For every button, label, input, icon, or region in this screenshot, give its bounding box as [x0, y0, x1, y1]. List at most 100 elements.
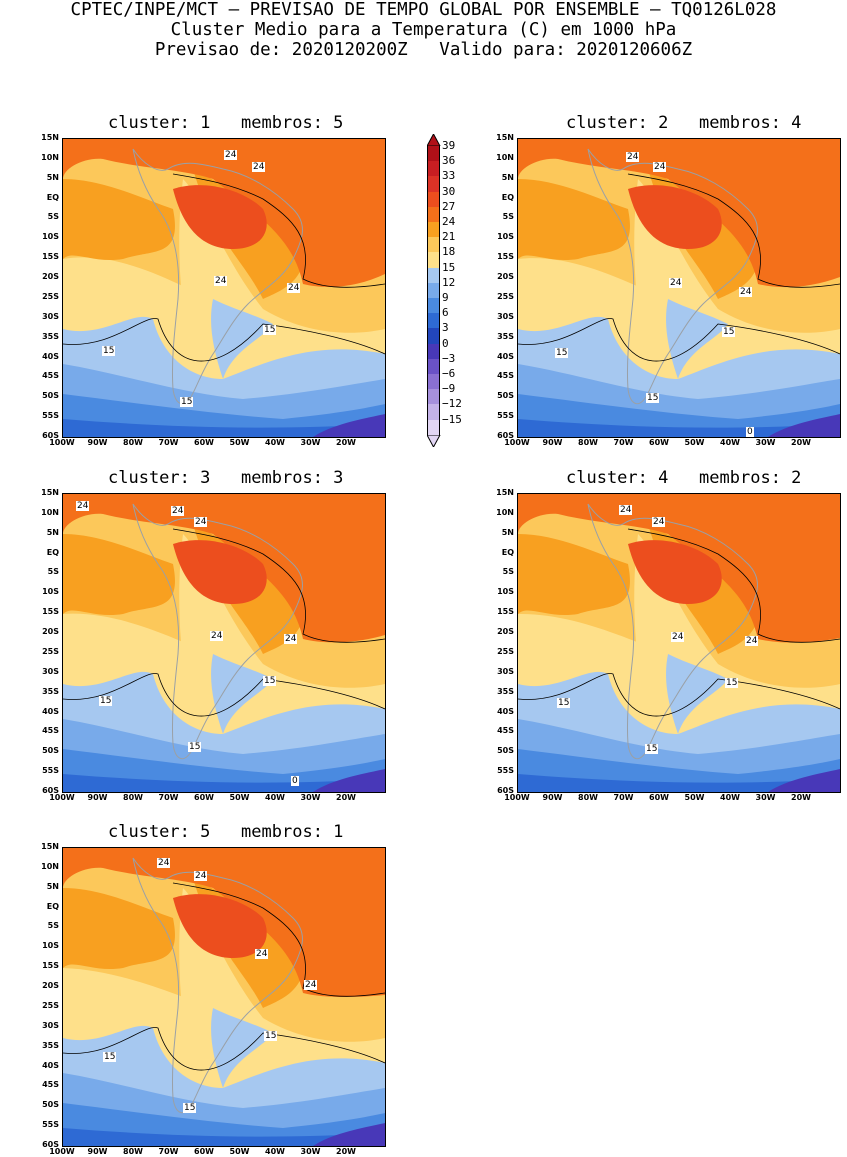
legend-label: 0 [442, 336, 449, 350]
lat-tick-label: 20S [42, 272, 59, 282]
contour-label: 24 [653, 162, 667, 172]
lat-tick-label: 20S [497, 272, 514, 282]
contour-label: 24 [626, 152, 640, 162]
isotherm-24 [172, 528, 385, 643]
lon-tick-label: 30W [300, 438, 321, 447]
lat-tick-label: 55S [42, 411, 59, 421]
lat-tick-label: 40S [42, 351, 59, 361]
lon-tick-label: 20W [791, 793, 811, 802]
lon-tick-label: 70W [158, 1147, 179, 1156]
lat-tick-label: 35S [497, 331, 514, 341]
lon-tick-label: 50W [229, 1147, 250, 1156]
contour-label: 15 [263, 676, 277, 686]
lat-tick-label: 50S [497, 391, 514, 401]
contour-label: 24 [669, 278, 683, 288]
contour-label: 24 [619, 505, 633, 515]
legend-swatch [427, 191, 440, 207]
lat-tick-label: 5S [47, 212, 59, 222]
contour-label: 15 [180, 397, 194, 407]
contour-label: 15 [646, 393, 660, 403]
lon-tick-label: 50W [684, 793, 705, 802]
lon-tick-label: 30W [300, 793, 321, 802]
legend-swatch [427, 146, 440, 162]
contour-label: 24 [671, 632, 685, 642]
panel-title: cluster: 5 membros: 1 [108, 822, 344, 842]
lat-tick-label: 45S [42, 726, 59, 736]
lat-tick-label: 20S [42, 981, 59, 991]
contour-label: 0 [746, 427, 754, 437]
isotherm-24 [172, 882, 385, 997]
lat-tick-label: 5N [501, 172, 514, 182]
isotherm-15 [63, 673, 385, 717]
lat-tick-label: 25S [42, 291, 59, 301]
lon-tick-label: 40W [265, 1147, 285, 1156]
lat-tick-label: 10N [496, 507, 514, 517]
legend-swatch [427, 419, 440, 435]
legend-label: 6 [442, 306, 449, 320]
legend-swatch [427, 389, 440, 405]
contour-label: 24 [745, 636, 759, 646]
lat-tick-label: EQ [501, 192, 514, 202]
lat-tick-label: 25S [42, 646, 59, 656]
lat-tick-label: 5N [46, 527, 59, 537]
lat-tick-label: 15N [41, 488, 59, 497]
lon-tick-label: 20W [336, 793, 356, 802]
legend-swatch [427, 161, 440, 177]
lon-tick-label: 100W [49, 438, 75, 447]
contour-label: 15 [555, 348, 569, 358]
lon-tick-label: 30W [755, 438, 776, 447]
contour-label: 24 [287, 283, 301, 293]
panel-title: cluster: 1 membros: 5 [108, 113, 344, 133]
lon-tick-label: 40W [720, 438, 740, 447]
lat-tick-label: 25S [42, 1000, 59, 1010]
lon-tick-label: 100W [49, 1147, 75, 1156]
lat-tick-label: 15S [42, 961, 59, 971]
legend-label: 24 [442, 215, 456, 228]
legend-label: 30 [442, 184, 456, 198]
lat-tick-label: EQ [46, 192, 59, 202]
lat-tick-label: 40S [42, 706, 59, 716]
lon-tick-label: 60W [649, 793, 669, 802]
lon-tick-label: 90W [87, 438, 108, 447]
lat-tick-label: 5S [47, 567, 59, 577]
lat-tick-label: 55S [497, 411, 514, 421]
lat-tick-label: 55S [42, 766, 59, 776]
lat-tick-label: 40S [497, 351, 514, 361]
lon-tick-label: 60W [194, 1147, 214, 1156]
lat-tick-label: 15N [41, 842, 59, 851]
contour-label: 15 [183, 1103, 197, 1113]
contour-label: 24 [210, 631, 224, 641]
lat-tick-label: 30S [42, 1020, 59, 1030]
legend-swatch [427, 343, 440, 359]
lat-tick-label: 45S [497, 371, 514, 381]
panel-title: cluster: 3 membros: 3 [108, 468, 344, 488]
lat-tick-label: 50S [42, 391, 59, 401]
lat-tick-label: 50S [42, 1100, 59, 1110]
legend-swatch [427, 222, 440, 238]
lat-tick-label: 5S [502, 567, 514, 577]
coastline [587, 148, 758, 405]
lat-tick-label: 20S [42, 627, 59, 637]
contour-label: 15 [557, 698, 571, 708]
lat-tick-label: 5N [46, 172, 59, 182]
lat-tick-label: 30S [42, 311, 59, 321]
lat-tick-label: EQ [501, 547, 514, 557]
lon-tick-label: 50W [229, 438, 250, 447]
contour-label: 24 [194, 517, 208, 527]
legend-label: 9 [442, 291, 449, 304]
lon-tick-label: 20W [791, 438, 811, 447]
lon-tick-label: 80W [123, 793, 143, 802]
legend-label: 12 [442, 275, 456, 289]
lat-tick-label: 10S [497, 587, 514, 597]
lat-tick-label: 15S [497, 252, 514, 262]
legend-swatch [427, 328, 440, 344]
lat-tick-label: 35S [42, 1040, 59, 1050]
isotherm-24 [627, 173, 840, 288]
isotherm-15 [518, 673, 840, 717]
lon-tick-label: 40W [265, 793, 285, 802]
legend-swatch [427, 374, 440, 390]
contour-label: 24 [214, 276, 228, 286]
lat-tick-label: 15S [42, 252, 59, 262]
legend-label: −6 [442, 367, 456, 380]
legend-label: 27 [442, 199, 456, 213]
